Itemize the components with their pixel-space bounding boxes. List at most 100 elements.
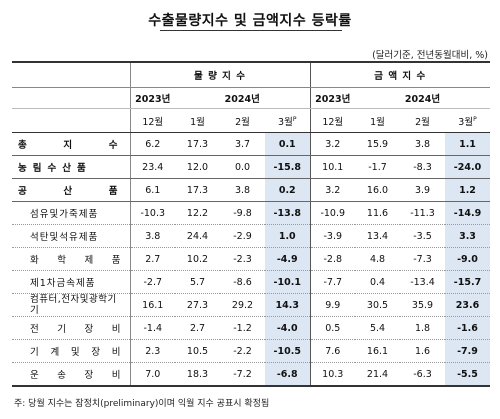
row-value: -10.3 — [130, 201, 175, 225]
table-row: 운 송 장 비 7.0 18.3 -7.2 -6.8 10.3 21.4 -6.3 -5.5 — [12, 362, 490, 387]
row-value: -4.9 — [265, 247, 310, 271]
row-value: 1.8 — [400, 316, 445, 340]
month-dec-volume: 12월 — [130, 108, 175, 133]
row-value: -1.2 — [220, 316, 265, 340]
row-label: 운 송 장 비 — [12, 362, 131, 387]
row-value: -13.8 — [265, 201, 310, 225]
row-value: -6.3 — [400, 362, 445, 387]
row-value: -10.9 — [309, 201, 355, 225]
table-row: 화 학 제 품 2.7 10.2 -2.3 -4.9 -2.8 4.8 -7.3 -9.0 — [12, 247, 490, 271]
row-value: 3.3 — [445, 224, 490, 248]
row-value: 6.2 — [130, 132, 175, 156]
row-value: 10.3 — [309, 362, 355, 387]
row-value: 2.7 — [130, 247, 175, 271]
row-value: -2.2 — [220, 339, 265, 363]
row-value: 5.7 — [175, 270, 220, 294]
row-value: 4.8 — [355, 247, 400, 271]
row-value: 30.5 — [355, 293, 400, 317]
row-value: 9.9 — [309, 293, 355, 317]
row-value: 6.1 — [130, 178, 175, 202]
row-value: 14.3 — [265, 293, 310, 317]
row-label: 석탄및석유제품 — [12, 224, 131, 248]
row-value: 5.4 — [355, 316, 400, 340]
row-value: 17.3 — [175, 178, 220, 202]
row-value: -7.7 — [309, 270, 355, 294]
row-value: 23.4 — [130, 155, 175, 179]
row-value: 1.6 — [400, 339, 445, 363]
export-index-table: 물 량 지 수 금 액 지 수 2023년 2024년 2023년 2024년 … — [12, 61, 490, 387]
title-underline — [160, 30, 342, 31]
row-label: 총 지 수 — [12, 132, 131, 156]
table-body: 총 지 수 6.2 17.3 3.7 0.1 3.2 15.9 3.8 1.1 농림수산품 23.4… — [12, 132, 490, 387]
row-value: 10.1 — [309, 155, 355, 179]
month-dec-value: 12월 — [309, 108, 355, 133]
row-value: 0.4 — [355, 270, 400, 294]
row-value: 11.6 — [355, 201, 400, 225]
row-value: 3.8 — [220, 178, 265, 202]
row-value: -7.3 — [400, 247, 445, 271]
row-value: -7.9 — [445, 339, 490, 363]
unit-note: (달러기준, 전년동월대비, %) — [372, 50, 488, 61]
year-2023-volume: 2023년 — [130, 87, 175, 109]
header-corner — [12, 61, 131, 88]
row-value: -11.3 — [400, 201, 445, 225]
row-value: -3.5 — [400, 224, 445, 248]
row-value: -13.4 — [400, 270, 445, 294]
row-value: 3.8 — [130, 224, 175, 248]
row-value: -10.1 — [265, 270, 310, 294]
row-value: -2.7 — [130, 270, 175, 294]
table-row: 기 계 및 장 비 2.3 10.5 -2.2 -10.5 7.6 16.1 1.6 -7.9 — [12, 339, 490, 363]
row-value: -6.8 — [265, 362, 310, 387]
row-value: -8.6 — [220, 270, 265, 294]
table-row: 섬유및가죽제품 -10.3 12.2 -9.8 -13.8 -10.9 11.6 -11.3-… — [12, 201, 490, 225]
row-value: -3.9 — [309, 224, 355, 248]
row-value: 15.9 — [355, 132, 400, 156]
month-feb-volume: 2월 — [220, 108, 265, 133]
table-row: 총 지 수 6.2 17.3 3.7 0.1 3.2 15.9 3.8 1.1 — [12, 132, 490, 156]
row-value: 23.6 — [445, 293, 490, 317]
row-value: -1.7 — [355, 155, 400, 179]
footnote: 주: 당월 지수는 잠정치(preliminary)이며 익월 지수 공표시 확… — [14, 399, 270, 409]
row-value: 2.3 — [130, 339, 175, 363]
row-value: 18.3 — [175, 362, 220, 387]
row-value: -9.8 — [220, 201, 265, 225]
section-volume-header: 물 량 지 수 — [130, 61, 310, 88]
section-value-header: 금 액 지 수 — [309, 61, 490, 88]
row-value: 3.2 — [309, 178, 355, 202]
row-value: -8.3 — [400, 155, 445, 179]
header-row-sections: 물 량 지 수 금 액 지 수 — [12, 61, 490, 88]
row-value: 1.0 — [265, 224, 310, 248]
row-value: 0.5 — [309, 316, 355, 340]
table-row: 석탄및석유제품 3.8 24.4 -2.9 1.0 -3.9 13.4 -3.5 3.3 — [12, 224, 490, 248]
row-value: -1.6 — [445, 316, 490, 340]
table-title: 수출물량지수 및 금액지수 등락률 — [148, 13, 352, 29]
table-row: 전 기 장 비 -1.4 2.7 -1.2 -4.0 0.5 5.4 1.8 -1.6 — [12, 316, 490, 340]
month-jan-volume: 1월 — [175, 108, 220, 133]
row-value: 35.9 — [400, 293, 445, 317]
row-value: 16.1 — [130, 293, 175, 317]
month-mar-value: 3월P — [445, 108, 490, 133]
row-label: 기 계 및 장 비 — [12, 339, 131, 363]
row-value: 17.3 — [175, 132, 220, 156]
row-label: 공 산 품 — [12, 178, 131, 202]
row-label: 컴퓨터,전자및광학기기 — [12, 293, 131, 317]
row-value: -10.5 — [265, 339, 310, 363]
row-value: 29.2 — [220, 293, 265, 317]
row-value: 7.6 — [309, 339, 355, 363]
month-mar-volume: 3월P — [265, 108, 310, 133]
row-value: -2.9 — [220, 224, 265, 248]
row-value: -7.2 — [220, 362, 265, 387]
row-value: 12.2 — [175, 201, 220, 225]
row-value: 27.3 — [175, 293, 220, 317]
row-value: 12.0 — [175, 155, 220, 179]
row-value: 7.0 — [130, 362, 175, 387]
row-label: 농림수산품 — [12, 155, 131, 179]
row-value: 3.8 — [400, 132, 445, 156]
table-row: 컴퓨터,전자및광학기기 16.1 27.3 29.2 14.3 9.9 30.5 35.9 23… — [12, 293, 490, 317]
row-value: 3.7 — [220, 132, 265, 156]
row-value: -2.8 — [309, 247, 355, 271]
row-value: -15.8 — [265, 155, 310, 179]
row-value: -1.4 — [130, 316, 175, 340]
row-value: 2.7 — [175, 316, 220, 340]
row-value: -9.0 — [445, 247, 490, 271]
